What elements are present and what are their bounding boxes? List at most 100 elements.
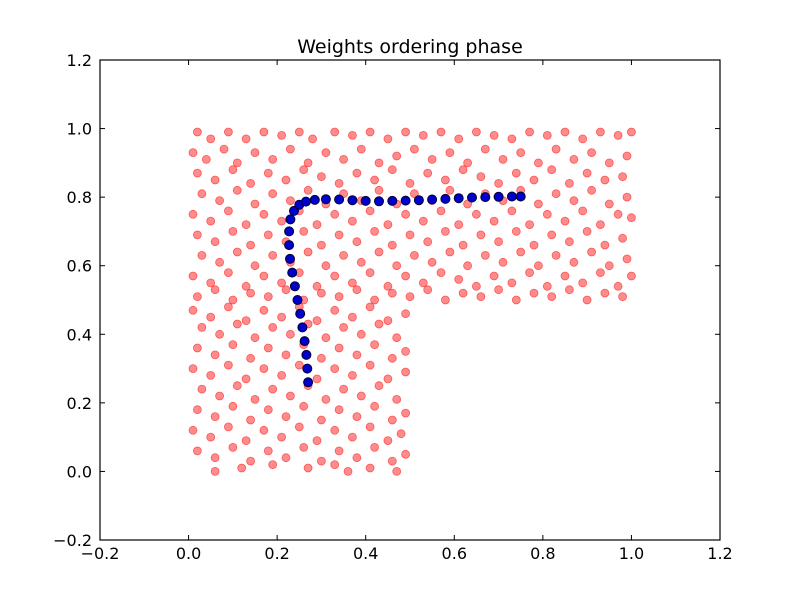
sample-point <box>511 295 521 305</box>
sample-point <box>604 158 614 168</box>
sample-point <box>192 168 202 178</box>
x-tick-label: 0.2 <box>264 544 289 563</box>
sample-point <box>263 230 273 240</box>
sample-point <box>352 350 362 360</box>
sample-point <box>600 175 610 185</box>
sample-point <box>471 281 481 291</box>
weight-point <box>413 195 424 206</box>
weight-point <box>400 195 411 206</box>
sample-point <box>551 250 561 260</box>
sample-point <box>316 415 326 425</box>
y-tick-label: 0.2 <box>67 394 92 413</box>
sample-point <box>352 285 362 295</box>
sample-point <box>246 178 256 188</box>
sample-point <box>516 247 526 257</box>
sample-point <box>463 199 473 209</box>
sample-point <box>347 432 357 442</box>
sample-point <box>383 220 393 230</box>
sample-point <box>232 185 242 195</box>
sample-point <box>188 305 198 315</box>
sample-point <box>622 254 632 264</box>
sample-point <box>463 261 473 271</box>
sample-point <box>494 285 504 295</box>
sample-point <box>458 288 468 298</box>
sample-point <box>418 216 428 226</box>
weight-point <box>347 195 358 206</box>
sample-point <box>596 127 605 137</box>
sample-point <box>250 394 260 404</box>
sample-point <box>596 220 605 230</box>
sample-point <box>223 127 233 137</box>
sample-point <box>383 316 393 326</box>
sample-point <box>241 436 251 446</box>
sample-point <box>622 151 632 161</box>
sample-point <box>215 329 225 339</box>
sample-point <box>277 370 287 380</box>
sample-point <box>436 127 446 137</box>
sample-point <box>387 165 397 175</box>
sample-point <box>308 134 318 144</box>
sample-point <box>542 281 552 291</box>
sample-point <box>312 436 322 446</box>
sample-point <box>383 436 393 446</box>
weight-point <box>493 191 504 202</box>
sample-point <box>285 196 295 206</box>
sample-point <box>427 257 437 267</box>
sample-point <box>370 442 380 452</box>
sample-point <box>281 453 291 463</box>
sample-point <box>210 237 220 247</box>
y-tick-label: 1.0 <box>67 120 92 139</box>
sample-point <box>471 209 481 219</box>
sample-point <box>215 196 225 206</box>
sample-point <box>370 401 380 411</box>
sample-point <box>454 134 464 144</box>
sample-point <box>534 261 543 271</box>
sample-point <box>188 209 198 219</box>
sample-point <box>387 240 397 250</box>
sample-point <box>188 364 198 374</box>
y-tick-label: 0.8 <box>67 188 92 207</box>
sample-point <box>303 463 313 473</box>
sample-point <box>294 422 304 432</box>
sample-point <box>334 178 344 188</box>
sample-point <box>241 316 251 326</box>
sample-point <box>299 226 309 236</box>
sample-point <box>215 257 225 267</box>
sample-point <box>347 216 357 226</box>
sample-point <box>374 319 384 329</box>
sample-point <box>250 261 260 271</box>
sample-point <box>365 360 375 370</box>
sample-point <box>396 429 406 439</box>
sample-point <box>330 271 340 281</box>
sample-point <box>263 343 273 353</box>
sample-point <box>458 165 468 175</box>
sample-point <box>613 209 623 219</box>
sample-point <box>232 319 242 329</box>
x-tick-label: 0.6 <box>442 544 467 563</box>
sample-point <box>401 408 411 418</box>
sample-point <box>206 134 216 144</box>
sample-point <box>494 237 504 247</box>
sample-point <box>206 370 216 380</box>
weight-point <box>320 194 331 205</box>
sample-point <box>587 247 596 257</box>
sample-point <box>587 148 596 158</box>
sample-point <box>498 257 508 267</box>
sample-point <box>578 134 588 144</box>
weight-point <box>302 363 313 374</box>
sample-point <box>458 240 468 250</box>
weight-point <box>292 295 303 305</box>
sample-point <box>352 237 362 247</box>
sample-point <box>480 144 490 154</box>
sample-point <box>241 374 251 384</box>
sample-point <box>440 226 450 236</box>
sample-point <box>223 302 233 312</box>
sample-point <box>618 292 627 302</box>
sample-point <box>436 206 446 216</box>
sample-point <box>188 271 198 281</box>
sample-point <box>299 165 309 175</box>
sample-point <box>263 292 273 302</box>
sample-point <box>365 127 375 137</box>
sample-point <box>334 405 344 415</box>
